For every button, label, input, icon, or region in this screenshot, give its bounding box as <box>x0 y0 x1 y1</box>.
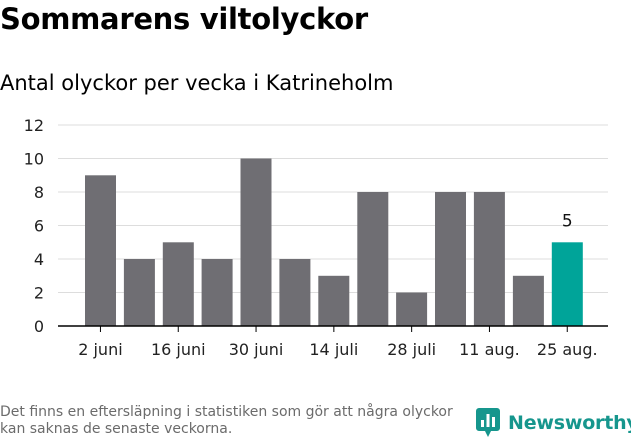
newsworthy-logo: Newsworthy <box>476 408 631 438</box>
bar <box>396 292 428 326</box>
bar <box>85 175 116 327</box>
bar <box>512 275 544 327</box>
x-tick-label: 28 juli <box>387 340 436 359</box>
x-tick-label: 14 juli <box>309 340 358 359</box>
bar <box>551 242 583 327</box>
y-tick-label: 6 <box>34 217 44 236</box>
x-tick-label: 30 juni <box>229 340 284 359</box>
bar <box>318 275 350 327</box>
data-label: 5 <box>562 211 573 231</box>
bar <box>162 242 194 327</box>
y-tick-label: 8 <box>34 183 44 202</box>
y-tick-label: 10 <box>24 150 44 169</box>
bar <box>279 259 311 326</box>
bar <box>357 192 389 326</box>
y-tick-label: 0 <box>34 317 44 336</box>
newsworthy-logo-icon <box>476 408 500 437</box>
brand-name: Newsworthy <box>508 412 631 434</box>
footnote: Det finns en eftersläpning i statistiken… <box>0 404 453 437</box>
chart-subtitle: Antal olyckor per vecka i Katrineholm <box>0 71 394 95</box>
x-tick-label: 16 juni <box>151 340 206 359</box>
bar <box>123 259 155 326</box>
bar <box>240 158 272 326</box>
chart-title: Sommarens viltolyckor <box>0 2 368 36</box>
bar-chart: 0 2 4 6 8 10 12 5 2 juni 16 juni 30 juni 14 juli 28 … <box>24 116 608 359</box>
y-tick-label: 12 <box>24 116 44 135</box>
y-tick-label: 4 <box>34 250 44 269</box>
y-tick-label: 2 <box>34 284 44 303</box>
x-tick-label: 25 aug. <box>537 340 598 359</box>
bar <box>201 259 233 326</box>
bar <box>473 192 505 326</box>
x-tick-label: 11 aug. <box>459 340 520 359</box>
bar <box>435 192 466 326</box>
x-tick-label: 2 juni <box>78 340 122 359</box>
